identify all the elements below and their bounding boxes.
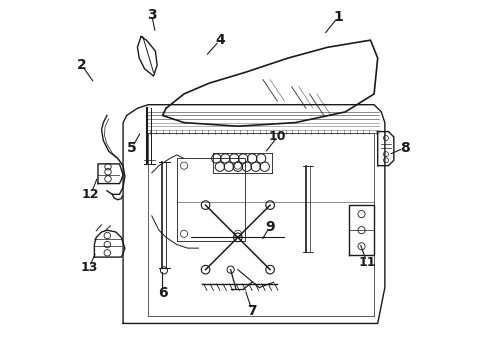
Text: 4: 4 (215, 33, 225, 47)
Text: 6: 6 (158, 286, 167, 300)
Text: 8: 8 (400, 141, 410, 155)
Text: 7: 7 (247, 304, 257, 318)
Text: 12: 12 (82, 188, 99, 201)
Text: 9: 9 (265, 220, 275, 234)
Text: 3: 3 (147, 8, 157, 22)
Text: 1: 1 (333, 10, 343, 24)
Text: 2: 2 (77, 58, 87, 72)
Text: 13: 13 (80, 261, 98, 274)
Text: 10: 10 (269, 130, 286, 144)
Text: 11: 11 (358, 256, 376, 269)
Text: 5: 5 (127, 141, 137, 155)
